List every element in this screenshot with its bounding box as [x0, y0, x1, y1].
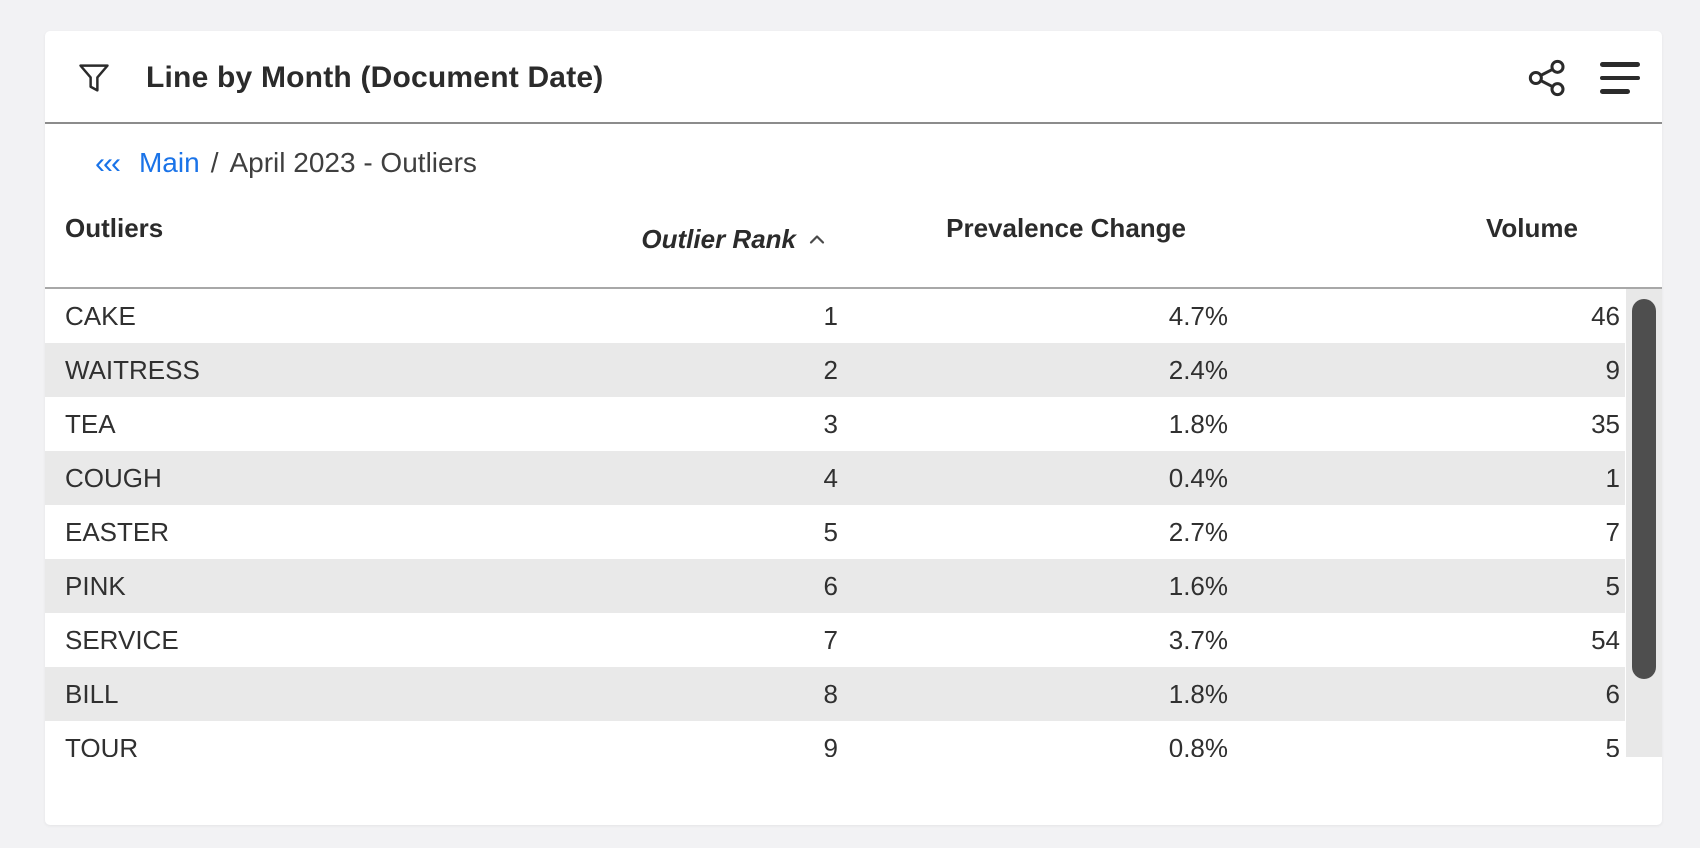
filter-funnel-icon: [76, 60, 112, 96]
cell-term: PINK: [65, 571, 126, 601]
cell-volume: 54: [1591, 625, 1620, 655]
cell-prevalence: 1.6%: [1168, 571, 1228, 601]
cell-term: TOUR: [65, 733, 139, 757]
cell-prevalence: 0.4%: [1168, 463, 1228, 493]
cell-prevalence: 0.8%: [1168, 733, 1228, 757]
sort-indicator-slot: [1578, 213, 1620, 243]
column-header-label: Prevalence Change: [946, 212, 1186, 243]
breadcrumb-link-main[interactable]: Main: [138, 147, 200, 178]
cell-volume: 5: [1605, 571, 1620, 601]
cell-prevalence: 1.8%: [1168, 679, 1228, 709]
table-rows: CAKE 1 4.7% 46 WAITRESS 2 2.4% 9 TEA 3 1…: [45, 289, 1625, 757]
table-row[interactable]: COUGH 4 0.4% 1: [45, 451, 1625, 505]
column-header-label: Outliers: [65, 212, 164, 243]
cell-term: CAKE: [65, 301, 136, 331]
cell-rank: 1: [823, 301, 838, 331]
cell-volume: 5: [1605, 733, 1620, 757]
cell-rank: 6: [823, 571, 838, 601]
filter-button[interactable]: [73, 57, 115, 99]
widget-title: Line by Month (Document Date): [146, 60, 604, 94]
table-row[interactable]: WAITRESS 2 2.4% 9: [45, 343, 1625, 397]
sort-ascending-icon: [796, 224, 838, 254]
cell-term: EASTER: [65, 517, 170, 547]
breadcrumb: ‹‹‹ Main / April 2023 - Outliers: [95, 140, 477, 186]
widget-header: Line by Month (Document Date): [45, 31, 1662, 124]
column-header-volume[interactable]: Volume: [1228, 213, 1620, 244]
table-column-headers: Outliers Outlier Rank Prevalence Change …: [45, 203, 1625, 255]
cell-prevalence: 4.7%: [1168, 301, 1228, 331]
cell-volume: 9: [1605, 355, 1620, 385]
cell-volume: 46: [1591, 301, 1620, 331]
cell-rank: 4: [823, 463, 838, 493]
share-icon: [1526, 57, 1568, 99]
cell-term: SERVICE: [65, 625, 179, 655]
vertical-scrollbar-thumb[interactable]: [1632, 299, 1656, 679]
table-row[interactable]: PINK 6 1.6% 5: [45, 559, 1625, 613]
cell-prevalence: 1.8%: [1168, 409, 1228, 439]
column-header-prevalence-change[interactable]: Prevalence Change: [838, 213, 1228, 244]
cell-volume: 35: [1591, 409, 1620, 439]
table-row[interactable]: TOUR 9 0.8% 5: [45, 721, 1625, 757]
column-header-outliers[interactable]: Outliers: [45, 213, 565, 244]
cell-volume: 7: [1605, 517, 1620, 547]
cell-prevalence: 3.7%: [1168, 625, 1228, 655]
cell-rank: 7: [823, 625, 838, 655]
table-body: CAKE 1 4.7% 46 WAITRESS 2 2.4% 9 TEA 3 1…: [45, 287, 1662, 757]
column-header-label: Outlier Rank: [641, 223, 796, 254]
cell-prevalence: 2.4%: [1168, 355, 1228, 385]
column-header-label: Volume: [1486, 212, 1578, 243]
breadcrumb-separator: /: [210, 147, 219, 178]
cell-rank: 3: [823, 409, 838, 439]
cell-prevalence: 2.7%: [1168, 517, 1228, 547]
table-row[interactable]: TEA 3 1.8% 35: [45, 397, 1625, 451]
hamburger-menu-button[interactable]: [1600, 58, 1644, 98]
share-button[interactable]: [1525, 56, 1569, 100]
column-header-outlier-rank[interactable]: Outlier Rank: [565, 224, 838, 255]
sort-indicator-slot: [1186, 213, 1228, 243]
breadcrumb-current: April 2023 - Outliers: [229, 147, 477, 178]
cell-rank: 5: [823, 517, 838, 547]
breadcrumb-collapse-icon[interactable]: ‹‹‹: [95, 147, 121, 180]
cell-rank: 8: [823, 679, 838, 709]
cell-term: WAITRESS: [65, 355, 200, 385]
cell-rank: 2: [823, 355, 838, 385]
table-row[interactable]: EASTER 5 2.7% 7: [45, 505, 1625, 559]
cell-volume: 1: [1605, 463, 1620, 493]
table-row[interactable]: SERVICE 7 3.7% 54: [45, 613, 1625, 667]
cell-term: TEA: [65, 409, 116, 439]
table-row[interactable]: CAKE 1 4.7% 46: [45, 289, 1625, 343]
cell-rank: 9: [823, 733, 838, 757]
vertical-scrollbar-track[interactable]: [1626, 289, 1662, 757]
table-row[interactable]: BILL 8 1.8% 6: [45, 667, 1625, 721]
cell-term: COUGH: [65, 463, 162, 493]
widget-card: Line by Month (Document Date) ‹‹‹: [45, 31, 1662, 825]
cell-volume: 6: [1605, 679, 1620, 709]
cell-term: BILL: [65, 679, 119, 709]
